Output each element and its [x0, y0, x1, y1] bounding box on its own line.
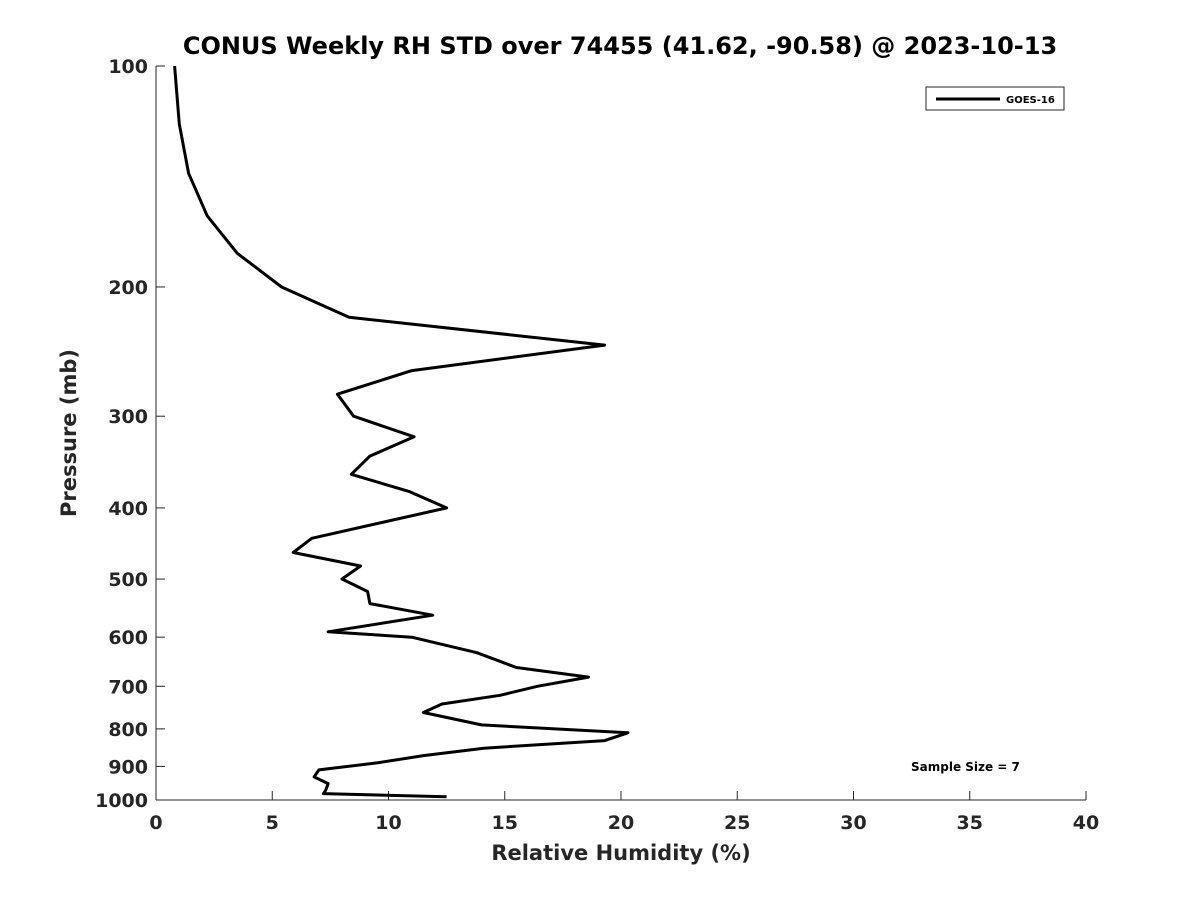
y-tick-label: 200: [108, 277, 148, 299]
legend-label-goes-16: GOES-16: [1006, 95, 1055, 106]
y-tick-label: 800: [108, 719, 148, 741]
legend: GOES-16: [925, 86, 1065, 111]
y-tick-label: 900: [108, 756, 148, 778]
x-tick-label: 25: [724, 812, 750, 834]
sample-size-annotation: Sample Size = 7: [911, 760, 1020, 774]
x-tick-label: 30: [840, 812, 866, 834]
y-axis-label: Pressure (mb): [57, 349, 81, 517]
x-tick-label: 15: [492, 812, 518, 834]
y-tick-label: 100: [108, 56, 148, 78]
y-tick-label: 300: [108, 406, 148, 428]
series-line-goes-16: [173, 65, 630, 799]
x-axis-ticks: 0 5 10 15 20 25 30 35 40: [149, 791, 1099, 834]
y-tick-label: 1000: [95, 790, 148, 812]
y-tick-label: 500: [108, 569, 148, 591]
series-layer: [173, 65, 630, 799]
y-axis-ticks: 100 200 300 400 500 600 700 800 900 1000: [95, 56, 165, 812]
x-tick-label: 40: [1073, 812, 1099, 834]
x-axis-label: Relative Humidity (%): [491, 841, 750, 865]
y-tick-label: 700: [108, 676, 148, 698]
x-tick-label: 20: [608, 812, 634, 834]
x-tick-label: 35: [957, 812, 983, 834]
x-tick-label: 5: [266, 812, 279, 834]
x-tick-label: 10: [375, 812, 401, 834]
chart-title: CONUS Weekly RH STD over 74455 (41.62, -…: [183, 32, 1057, 60]
y-tick-label: 600: [108, 627, 148, 649]
x-tick-label: 0: [149, 812, 162, 834]
y-tick-label: 400: [108, 498, 148, 520]
plot-axes: [155, 66, 1086, 801]
